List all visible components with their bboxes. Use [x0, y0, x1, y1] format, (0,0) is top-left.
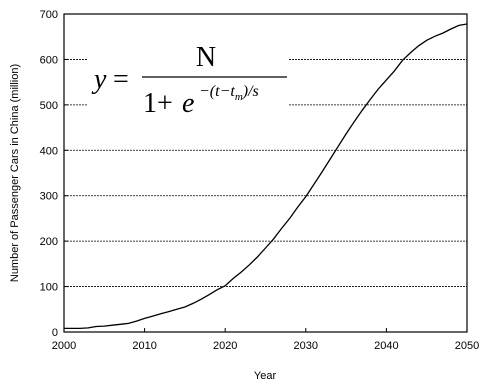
formula-exponent: −(t−tm)/s — [199, 83, 259, 103]
y-tick-label: 200 — [40, 236, 58, 248]
formula-e: e — [182, 88, 194, 119]
formula-exponent-head: −(t−t — [199, 83, 235, 100]
y-tick-label: 600 — [40, 54, 58, 66]
y-tick-label: 100 — [40, 282, 58, 294]
x-tick-label: 2050 — [455, 340, 479, 352]
formula-lhs: y — [91, 64, 107, 95]
y-tick-labels: 0 100 200 300 400 500 600 700 — [40, 9, 58, 339]
formula-numerator: N — [196, 42, 216, 73]
y-tick-label: 0 — [52, 327, 58, 339]
x-tick-label: 2020 — [213, 340, 237, 352]
y-axis-title: Number of Passenger Cars in China (milli… — [9, 64, 21, 282]
y-tick-label: 300 — [40, 191, 58, 203]
formula-equals: = — [113, 64, 129, 95]
x-tick-label: 2010 — [132, 340, 156, 352]
x-tick-label: 2040 — [374, 340, 398, 352]
y-tick-label: 700 — [40, 9, 58, 21]
y-tick-label: 400 — [40, 145, 58, 157]
x-tick-label: 2030 — [294, 340, 318, 352]
x-tick-label: 2000 — [52, 340, 76, 352]
formula-exponent-sub: m — [235, 91, 243, 103]
formula-background — [88, 38, 288, 120]
formula: y = N 1+ e −(t−tm)/s — [88, 38, 288, 120]
series-line — [64, 23, 468, 330]
y-tick-label: 500 — [40, 100, 58, 112]
x-tick-labels: 2000 2010 2020 2030 2040 2050 — [52, 340, 479, 352]
formula-exponent-tail: )/s — [242, 83, 259, 100]
x-axis-title: Year — [254, 370, 277, 382]
formula-denominator-base: 1+ — [143, 88, 173, 119]
axis-ticks — [63, 13, 468, 333]
